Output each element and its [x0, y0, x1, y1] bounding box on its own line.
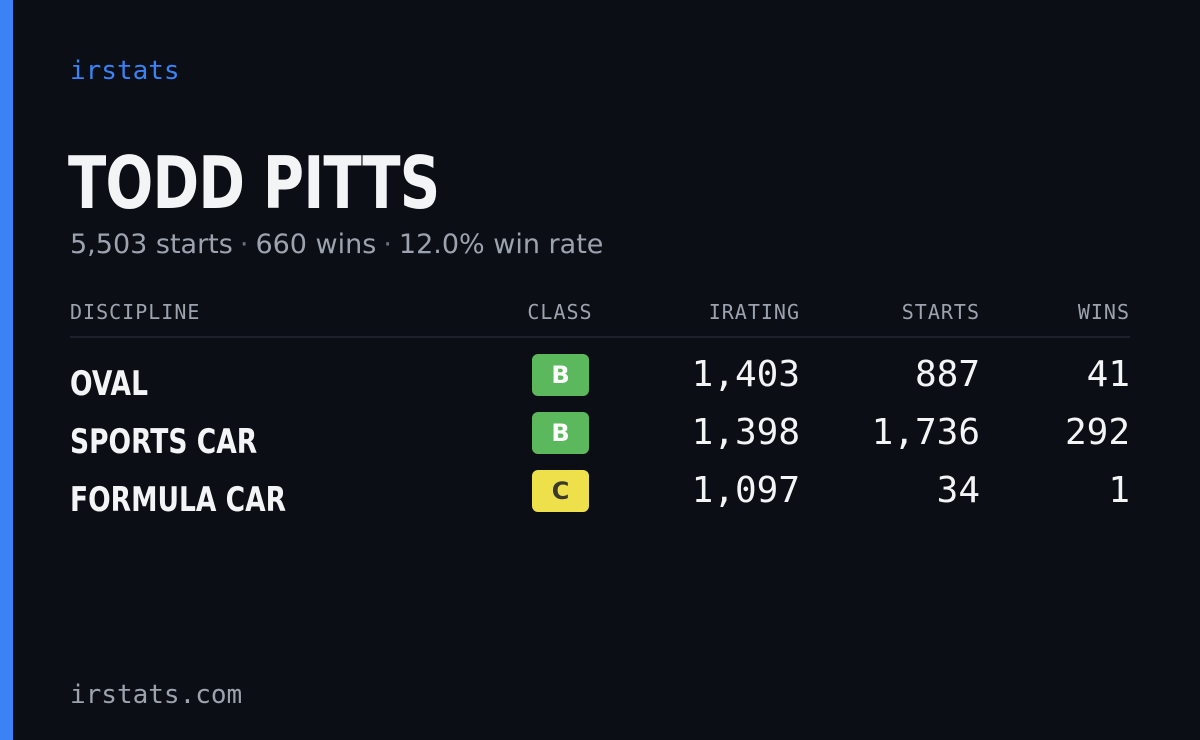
brand-logo: irstats — [70, 56, 180, 86]
accent-bar — [0, 0, 13, 740]
wins-value: 292 — [1064, 412, 1130, 453]
starts-value: 34 — [936, 470, 980, 511]
header-discipline: DISCIPLINE — [70, 300, 201, 324]
irating-value: 1,398 — [691, 412, 800, 453]
separator: · — [383, 229, 392, 260]
footer-domain: irstats.com — [70, 680, 243, 710]
discipline-name: OVAL — [70, 364, 148, 404]
table-header: DISCIPLINE CLASS IRATING STARTS WINS — [70, 298, 1130, 338]
separator: · — [239, 229, 249, 260]
header-wins: WINS — [1077, 300, 1130, 324]
starts-value: 1,736 — [871, 412, 980, 453]
header-starts: STARTS — [901, 300, 980, 324]
wins-value: 1 — [1108, 470, 1130, 511]
header-irating: IRATING — [708, 300, 800, 324]
stats-table: DISCIPLINE CLASS IRATING STARTS WINS OVA… — [70, 298, 1130, 528]
table-row: FORMULA CAR C 1,097 34 1 — [70, 470, 1130, 528]
table-row: SPORTS CAR B 1,398 1,736 292 — [70, 412, 1130, 470]
table-body: OVAL B 1,403 887 41 SPORTS CAR B 1,398 1… — [70, 354, 1130, 528]
class-badge: B — [532, 412, 589, 454]
irating-value: 1,403 — [691, 354, 800, 395]
wins-value: 41 — [1086, 354, 1130, 395]
win-rate: 12.0% win rate — [398, 229, 604, 260]
driver-name: TODD PITTS — [68, 141, 440, 225]
class-badge: B — [532, 354, 589, 396]
starts-value: 887 — [914, 354, 980, 395]
driver-summary: 5,503 starts · 660 wins · 12.0% win rate — [70, 229, 603, 260]
total-wins: 660 wins — [255, 229, 377, 260]
class-badge: C — [532, 470, 589, 512]
discipline-name: FORMULA CAR — [70, 480, 287, 520]
table-row: OVAL B 1,403 887 41 — [70, 354, 1130, 412]
header-class: CLASS — [527, 300, 593, 324]
total-starts: 5,503 starts — [70, 229, 233, 260]
irating-value: 1,097 — [691, 470, 800, 511]
discipline-name: SPORTS CAR — [70, 422, 258, 462]
